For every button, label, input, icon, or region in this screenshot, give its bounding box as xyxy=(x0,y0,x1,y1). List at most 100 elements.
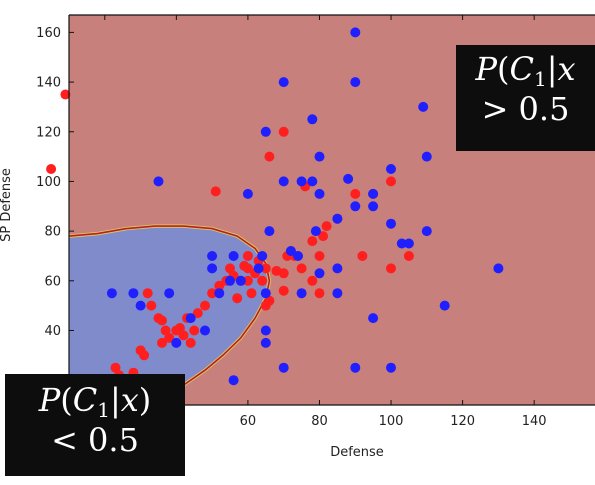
data-point xyxy=(264,226,275,237)
data-point xyxy=(368,188,379,199)
annotation-upper-c: C xyxy=(509,50,534,88)
data-point xyxy=(128,288,139,299)
data-point xyxy=(357,251,368,261)
y-tick-label: 80 xyxy=(44,225,61,240)
data-point xyxy=(307,275,318,286)
x-tick-label: 120 xyxy=(450,414,475,429)
data-point xyxy=(185,337,196,348)
data-point xyxy=(246,288,257,299)
data-point xyxy=(207,288,218,299)
x-tick-label: 60 xyxy=(240,414,257,429)
data-point xyxy=(225,275,235,286)
data-point xyxy=(157,315,167,326)
data-point xyxy=(242,263,253,274)
data-point xyxy=(157,337,167,348)
data-point xyxy=(242,251,253,261)
data-point xyxy=(386,164,396,174)
data-point xyxy=(142,288,153,299)
data-point xyxy=(368,201,379,212)
data-point xyxy=(264,151,275,162)
data-point xyxy=(314,288,325,299)
data-point xyxy=(257,251,268,261)
annotation-lower-x: x xyxy=(120,381,139,419)
y-tick-label: 100 xyxy=(36,175,61,190)
data-point xyxy=(110,362,121,373)
data-point xyxy=(307,114,318,125)
data-point xyxy=(160,325,171,336)
data-point xyxy=(192,308,203,319)
data-point xyxy=(214,288,225,299)
data-point xyxy=(228,251,239,261)
data-point xyxy=(189,325,200,336)
data-point xyxy=(307,176,318,187)
data-point xyxy=(135,300,146,311)
annotation-upper-x: x xyxy=(557,50,576,88)
x-tick-label: 80 xyxy=(311,414,328,429)
data-point xyxy=(260,325,271,336)
data-point xyxy=(139,350,150,361)
data-point xyxy=(178,330,189,341)
data-point xyxy=(146,300,157,311)
data-point xyxy=(296,263,307,274)
data-point xyxy=(321,221,332,232)
annotation-upper-relation: > 0.5 xyxy=(481,90,570,128)
data-point xyxy=(171,337,182,348)
data-point xyxy=(242,275,253,286)
y-tick-label: 120 xyxy=(36,125,61,140)
data-point xyxy=(350,27,361,38)
data-point xyxy=(314,151,325,162)
x-tick-label: 140 xyxy=(522,414,547,429)
data-point xyxy=(296,288,307,299)
data-point xyxy=(207,263,218,274)
data-point xyxy=(386,176,396,187)
data-point xyxy=(350,188,361,199)
data-point xyxy=(314,251,325,261)
data-point xyxy=(164,332,175,343)
data-point xyxy=(232,293,243,304)
data-point xyxy=(343,173,354,184)
data-point xyxy=(493,263,504,274)
data-point xyxy=(207,251,218,261)
data-point xyxy=(278,176,289,187)
data-point xyxy=(396,238,407,249)
data-point xyxy=(242,188,253,199)
data-point xyxy=(418,101,429,112)
data-point xyxy=(106,288,117,299)
data-point xyxy=(260,337,271,348)
x-axis-label: Defense xyxy=(330,445,384,460)
data-point xyxy=(403,251,414,261)
region-class2-fill xyxy=(69,226,270,405)
annotation-lower-relation: < 0.5 xyxy=(51,421,139,459)
data-point xyxy=(350,77,361,88)
data-point xyxy=(439,300,450,311)
data-point xyxy=(318,231,329,242)
data-point xyxy=(314,268,325,279)
annotation-upper: P(C1|x > 0.5 xyxy=(456,45,595,151)
data-point xyxy=(293,251,303,261)
annotation-lower: P(C1|x) < 0.5 xyxy=(5,374,185,476)
annotation-lower-expression: P(C1|x) xyxy=(38,381,152,422)
data-point xyxy=(174,323,185,333)
data-point xyxy=(421,226,432,237)
data-point xyxy=(310,226,321,237)
data-point xyxy=(60,89,71,100)
data-point xyxy=(332,288,343,299)
data-point xyxy=(307,236,318,247)
annotation-upper-sub: 1 xyxy=(533,67,547,91)
data-point xyxy=(210,186,221,197)
y-axis-label: SP Defense xyxy=(0,168,14,242)
data-point xyxy=(350,362,361,373)
data-point xyxy=(285,246,296,256)
data-point xyxy=(46,164,57,174)
data-point xyxy=(421,151,432,162)
data-point xyxy=(278,268,289,279)
y-tick-label: 160 xyxy=(36,26,61,41)
data-point xyxy=(164,288,175,299)
data-point xyxy=(225,263,235,274)
data-point xyxy=(153,176,164,187)
y-tick-label: 40 xyxy=(44,324,61,339)
data-point xyxy=(314,188,325,199)
y-tick-label: 140 xyxy=(36,76,61,91)
data-point xyxy=(332,213,343,224)
data-point xyxy=(235,275,246,286)
